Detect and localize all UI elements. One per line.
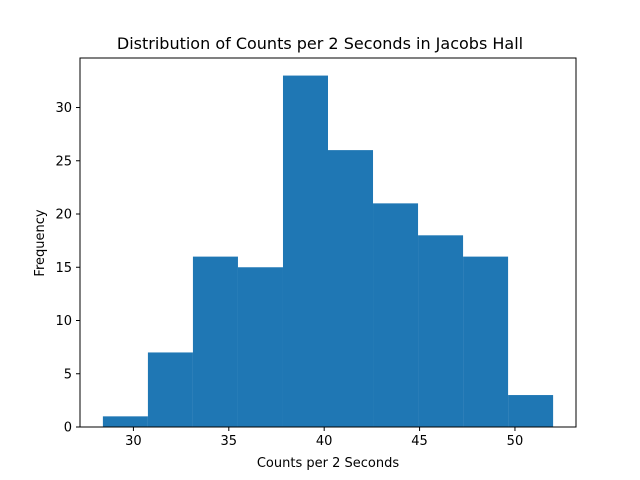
histogram-bar — [328, 150, 374, 427]
bar-group — [102, 75, 554, 428]
histogram-bar — [102, 416, 148, 427]
y-tick-label: 30 — [55, 101, 72, 116]
histogram-bar — [237, 267, 283, 427]
histogram-bar — [508, 395, 554, 427]
y-tick-label: 25 — [55, 154, 72, 169]
x-tick-label: 35 — [221, 434, 238, 449]
x-axis-label: Counts per 2 Seconds — [257, 456, 399, 471]
y-tick-label: 20 — [55, 208, 72, 223]
x-tick-label: 40 — [316, 434, 333, 449]
y-tick-label: 10 — [55, 314, 72, 329]
y-axis-label: Frequency — [33, 209, 48, 276]
y-tick-label: 5 — [64, 367, 72, 382]
histogram-bar — [147, 352, 193, 427]
y-axis-ticks: 0 5 10 15 20 25 30 — [55, 101, 80, 436]
y-tick-label: 15 — [55, 261, 72, 276]
plot-area-frame — [79, 57, 577, 428]
histogram-bar — [373, 203, 419, 427]
x-tick-label: 45 — [411, 434, 428, 449]
histogram-bar — [463, 256, 509, 427]
x-tick-label: 30 — [125, 434, 142, 449]
histogram-bar — [418, 235, 464, 427]
histogram-bar — [282, 75, 328, 428]
y-tick-label: 0 — [64, 421, 72, 436]
chart-title: Distribution of Counts per 2 Seconds in … — [117, 34, 523, 53]
x-tick-label: 50 — [507, 434, 524, 449]
histogram-bar — [192, 256, 238, 427]
x-axis-ticks: 30 35 40 45 50 — [125, 427, 523, 449]
